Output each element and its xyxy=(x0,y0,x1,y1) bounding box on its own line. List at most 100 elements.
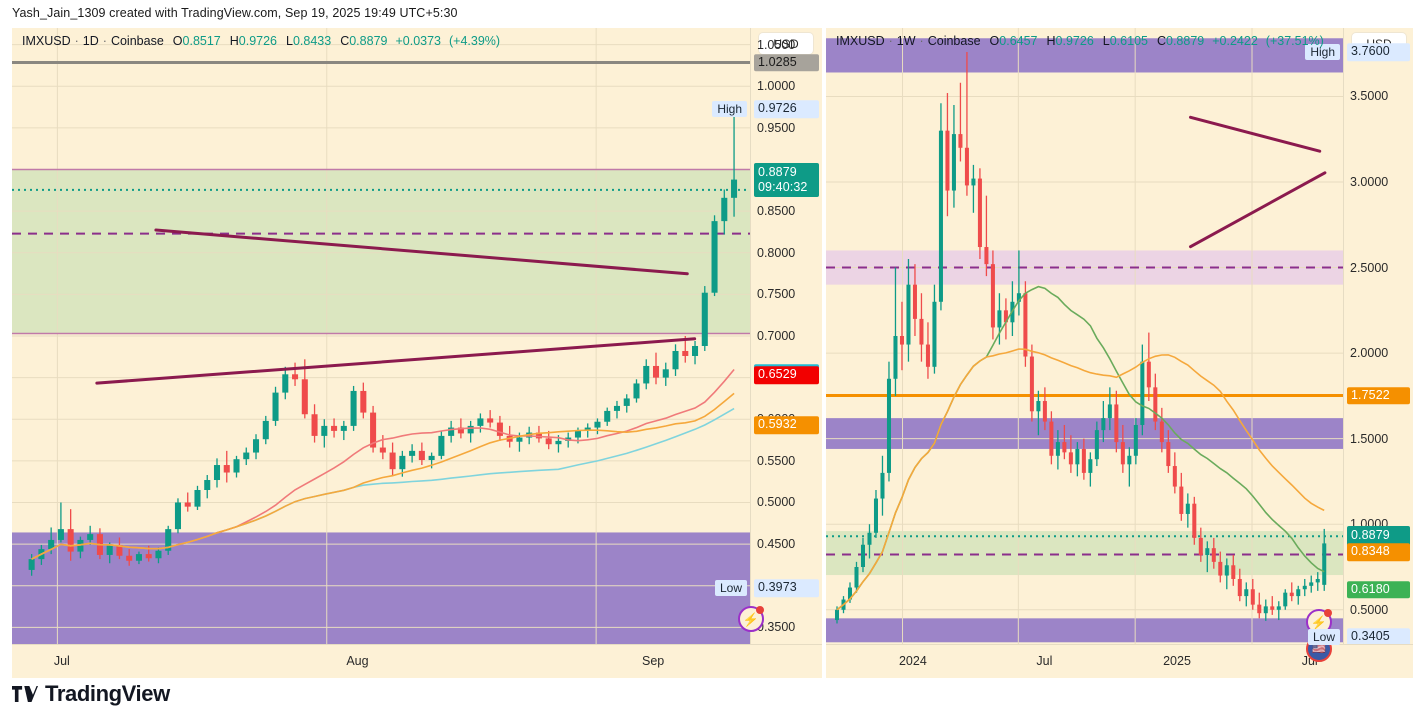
low-price-tag[interactable]: 0.3973 xyxy=(754,579,819,597)
price-axis-daily[interactable]: USD 1.05001.00000.95000.90000.85000.8000… xyxy=(750,28,822,644)
price-tick-label: 0.8000 xyxy=(757,245,796,260)
candle-body xyxy=(1146,361,1151,388)
candle-body xyxy=(1192,503,1197,538)
time-tick-label: Jul xyxy=(1036,654,1053,668)
candle-body xyxy=(721,197,728,222)
price-tick-label: 2.5000 xyxy=(1350,260,1389,275)
candle-body xyxy=(1029,356,1034,412)
candle-body xyxy=(945,130,950,191)
candle-body xyxy=(233,459,240,473)
candle-body xyxy=(1211,548,1216,562)
lightning-badge-icon[interactable]: ⚡ xyxy=(738,606,764,632)
candle-body xyxy=(860,544,866,567)
low-marker-label: Low xyxy=(714,579,747,596)
candle-body xyxy=(321,425,328,436)
candle-body xyxy=(1315,578,1320,583)
candle-body xyxy=(1296,589,1301,597)
resistance-orange-tag[interactable]: 1.7522 xyxy=(1347,386,1410,405)
price-tick-label: 2.0000 xyxy=(1350,346,1389,361)
candle-body xyxy=(389,452,396,470)
candle-body xyxy=(340,425,347,431)
high-marker-label: High xyxy=(712,101,747,118)
candle-body xyxy=(584,427,591,431)
low-price-tag[interactable]: 0.3405 xyxy=(1347,628,1410,646)
price-tick-label: 0.5000 xyxy=(1350,602,1389,617)
candle-body xyxy=(67,529,74,552)
candle-body xyxy=(1003,310,1008,323)
chart-panel-weekly[interactable]: IMXUSD · 1W · Coinbase O0.6457 H0.9726 L… xyxy=(826,28,1413,678)
price-tick-label: 0.7000 xyxy=(757,329,796,343)
candle-body xyxy=(1075,448,1080,465)
ma-green-tag[interactable]: 0.6180 xyxy=(1347,580,1410,599)
currency-pill-daily[interactable]: USD xyxy=(759,33,813,54)
candle-body xyxy=(350,390,357,426)
price-tag-value: 0.3405 xyxy=(1351,629,1390,644)
resistance-level-tag[interactable]: 1.0285 xyxy=(754,53,819,72)
ma-orange-tag[interactable]: 0.5932 xyxy=(754,416,819,434)
candle-body xyxy=(1185,503,1190,514)
candle-body xyxy=(834,609,840,621)
candle-body xyxy=(971,178,976,186)
ma-orange-tag[interactable]: 0.8348 xyxy=(1347,543,1410,562)
plot-area-daily[interactable] xyxy=(12,28,750,644)
candle-body xyxy=(77,539,84,552)
candle-body xyxy=(399,455,406,470)
candle-body xyxy=(487,418,494,423)
candle-body xyxy=(467,425,474,434)
candle-body xyxy=(1198,537,1203,556)
high-price-tag[interactable]: 0.9726 xyxy=(754,100,819,118)
price-tick-label: 0.4500 xyxy=(757,537,796,552)
candle-body xyxy=(282,374,289,393)
time-axis-daily[interactable]: Jul Aug Sep xyxy=(12,644,822,678)
candle-body xyxy=(1309,582,1314,586)
price-tick-label: 1.5000 xyxy=(1350,431,1389,446)
plot-area-weekly[interactable] xyxy=(826,28,1343,644)
candle-body xyxy=(1302,585,1307,590)
candle-body xyxy=(662,369,669,378)
candle-body xyxy=(243,452,250,460)
candle-body xyxy=(854,567,859,588)
candle-body xyxy=(1159,421,1164,443)
price-tick-label: 3.0000 xyxy=(1350,175,1389,189)
price-tick-label: 1.0500 xyxy=(757,37,796,52)
candle-body xyxy=(574,430,581,438)
candle-body xyxy=(262,420,269,440)
candle-body xyxy=(1036,401,1041,412)
candle-body xyxy=(867,532,872,545)
price-tag-value: 3.7600 xyxy=(1351,44,1390,59)
candle-body xyxy=(301,379,308,415)
candle-body xyxy=(165,529,172,551)
candle-body xyxy=(1270,606,1275,610)
candle-body xyxy=(457,427,464,434)
candle-body xyxy=(623,398,630,406)
chart-zone xyxy=(12,532,750,644)
moving-average-line xyxy=(31,368,735,560)
candle-body xyxy=(1244,589,1249,597)
candle-body xyxy=(272,392,279,421)
candle-body xyxy=(135,554,142,561)
candle-body xyxy=(116,544,123,556)
trendline xyxy=(1188,115,1322,153)
candle-body xyxy=(1062,442,1067,453)
chart-panel-daily[interactable]: IMXUSD · 1D · Coinbase O0.8517 H0.9726 L… xyxy=(12,28,822,678)
candle-body xyxy=(106,544,113,555)
low-marker-label: Low xyxy=(1307,629,1340,646)
price-tick-label: 0.5000 xyxy=(757,495,796,510)
ma-red-tag[interactable]: 0.6529 xyxy=(754,366,819,385)
candle-body xyxy=(919,318,924,345)
candle-body xyxy=(155,550,162,559)
candle-body xyxy=(370,412,377,448)
last-price-tag[interactable]: 0.8879 09:40:32 xyxy=(754,162,819,197)
candle-body xyxy=(951,134,956,191)
candle-body xyxy=(731,179,738,198)
high-price-tag[interactable]: 3.7600 xyxy=(1347,43,1410,61)
candle-body xyxy=(516,437,523,442)
trendline xyxy=(95,337,697,385)
candle-body xyxy=(204,480,211,490)
candle-body xyxy=(1276,606,1281,610)
candle-body xyxy=(1127,455,1132,465)
candle-body xyxy=(594,421,601,428)
price-axis-weekly[interactable]: USD 3.50003.00002.50002.00001.50001.0000… xyxy=(1343,28,1413,646)
candle-body xyxy=(1257,604,1262,614)
candle-body xyxy=(1205,548,1210,556)
